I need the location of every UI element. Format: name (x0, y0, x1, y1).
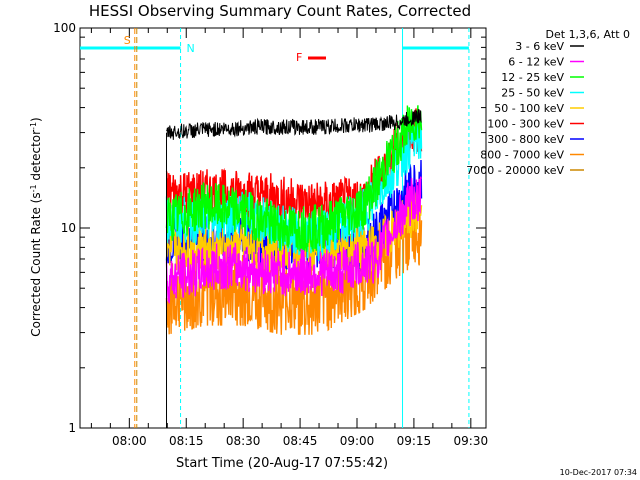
chart-title: HESSI Observing Summary Count Rates, Cor… (89, 2, 471, 20)
annotation-f: F (296, 51, 302, 64)
series-line (166, 109, 422, 140)
legend-item-label: 100 - 300 keV (487, 118, 564, 131)
legend-item-label: 12 - 25 keV (501, 71, 564, 84)
x-tick-label: 08:00 (112, 434, 147, 448)
y-axis-label-sup1: -1 (29, 184, 38, 192)
legend-item-label: 7000 - 20000 keV (466, 164, 564, 177)
x-tick-label: 09:00 (340, 434, 375, 448)
legend: Det 1,3,6, Att 0 3 - 6 keV 6 - 12 keV 12 -… (466, 28, 630, 177)
x-tick-label: 08:30 (226, 434, 261, 448)
legend-item-label: 3 - 6 keV (515, 40, 564, 53)
x-tick-label: 09:30 (454, 434, 489, 448)
x-axis-label: Start Time (20-Aug-17 07:55:42) (176, 456, 388, 471)
legend-item-label: 300 - 800 keV (487, 133, 564, 146)
legend-title: Det 1,3,6, Att 0 (546, 28, 630, 41)
legend-item-label: 6 - 12 keV (508, 56, 564, 69)
series-line (165, 105, 423, 252)
plot-layer: 1 10 100 08:00 08:15 08:30 08:45 09:00 09:15 09:3… (53, 21, 488, 448)
annotation-n: N (187, 42, 195, 55)
footer-date: 10-Dec-2017 07:34 (560, 468, 637, 477)
y-axis-label-mid: detector (29, 130, 43, 185)
y-tick-label: 10 (61, 221, 76, 235)
y-axis-label-prefix: Corrected Count Rate (s (29, 192, 43, 336)
series-line (165, 176, 422, 304)
y-axis-label: Corrected Count Rate (s-1 detector-1) (29, 117, 44, 336)
x-tick-label: 09:15 (397, 434, 432, 448)
x-tick-label: 08:15 (169, 434, 204, 448)
y-tick-label: 100 (53, 21, 76, 35)
legend-item-label: 25 - 50 keV (501, 87, 564, 100)
y-axis-label-suffix: ) (29, 117, 43, 122)
y-axis-label-sup2: -1 (29, 122, 38, 130)
x-tick-label: 08:45 (283, 434, 318, 448)
annotation-s: S (124, 34, 131, 47)
y-tick-label: 1 (68, 421, 76, 435)
legend-item-label: 800 - 7000 keV (480, 149, 564, 162)
legend-item-label: 50 - 100 keV (494, 102, 564, 115)
